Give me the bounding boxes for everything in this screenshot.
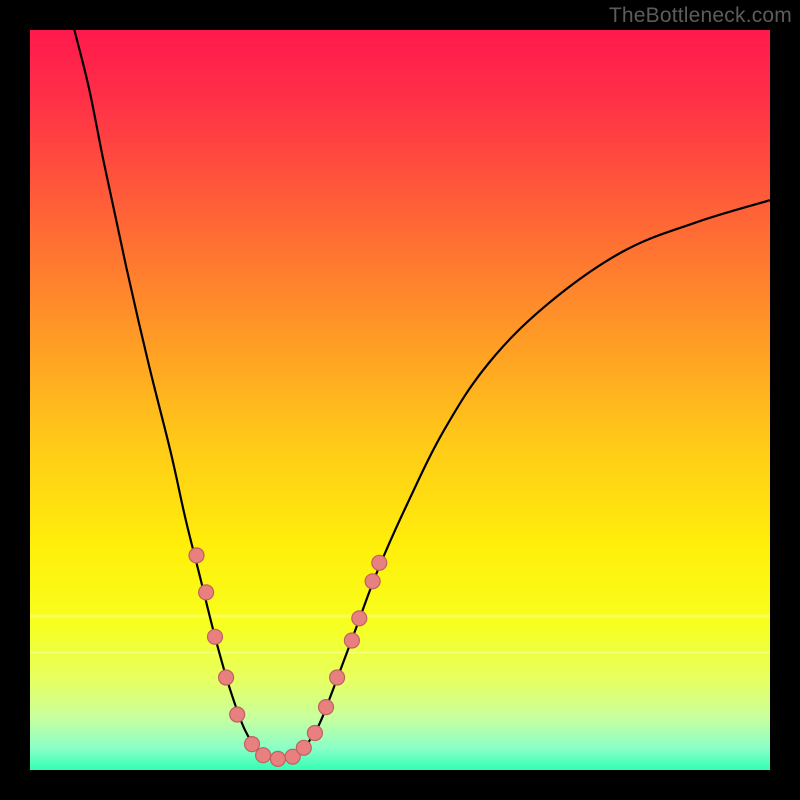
- watermark-text: TheBottleneck.com: [609, 4, 792, 28]
- chart-background: [30, 30, 770, 770]
